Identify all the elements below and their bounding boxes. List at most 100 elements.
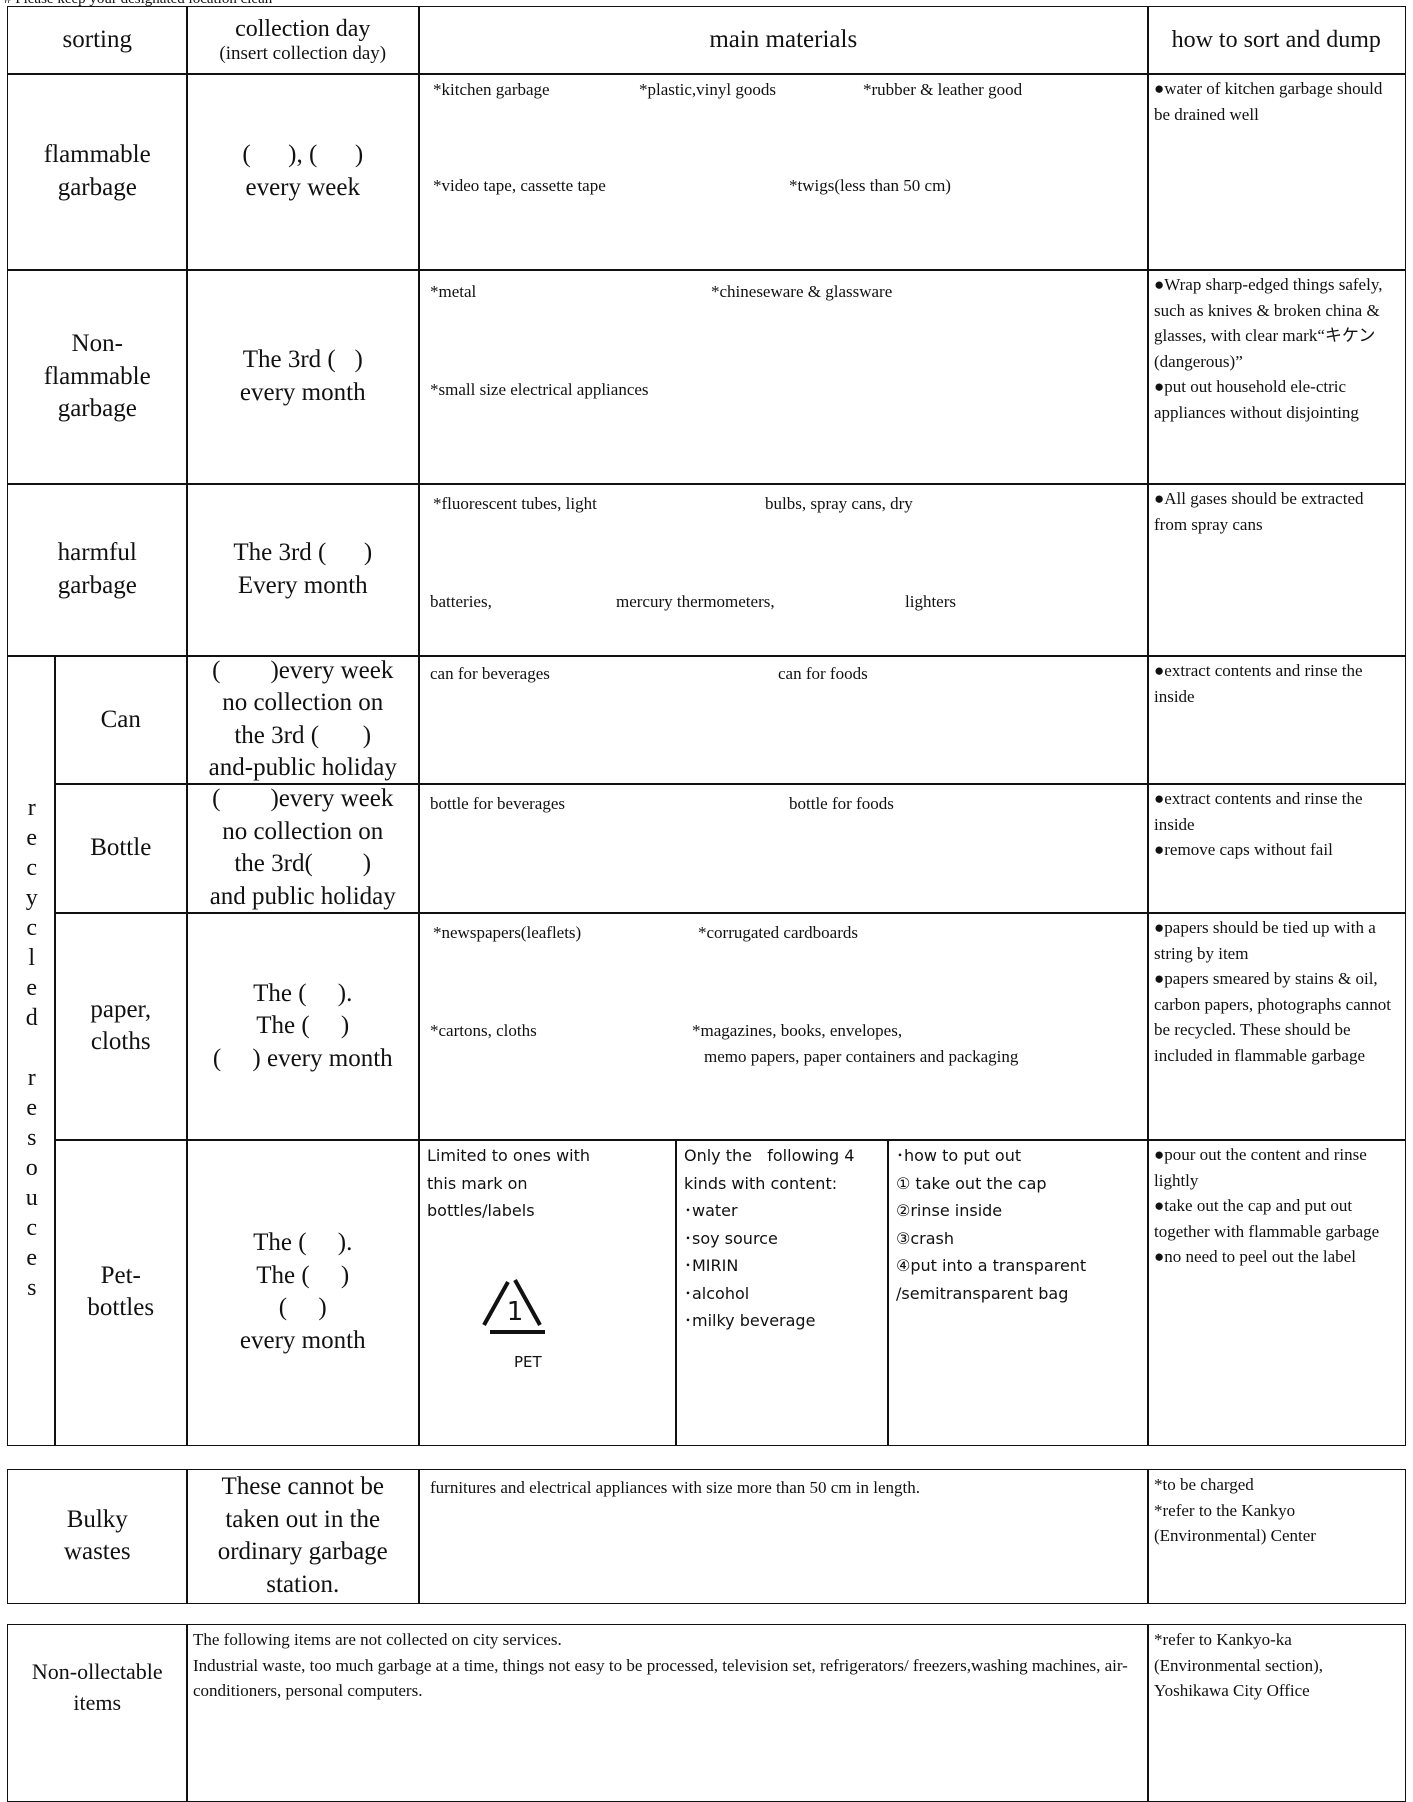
collection-day: ( )every week bbox=[212, 785, 394, 813]
pet-text: ④put into a transparent bbox=[896, 1256, 1087, 1276]
pet-text: ･soy source bbox=[684, 1228, 778, 1248]
materials-cell: *newspapers(leaflets) *corrugated cardboa… bbox=[418, 912, 1149, 1141]
day-cell: The 3rd ( ) every month bbox=[186, 269, 420, 485]
materials-cell: *kitchen garbage *plastic,vinyl goods *rub… bbox=[418, 73, 1149, 271]
header-note: # Please keep your designated location c… bbox=[4, 0, 272, 8]
material-label: *corrugated cardboards bbox=[698, 923, 859, 942]
sorting-label: Bottle bbox=[90, 834, 152, 861]
how-text: ●no need to peel out the label bbox=[1154, 1247, 1356, 1266]
sorting-label: harmful bbox=[57, 539, 137, 567]
collection-day: no collection on bbox=[222, 817, 384, 845]
how-cell: ●water of kitchen garbage should be drai… bbox=[1147, 73, 1406, 271]
how-text: *refer to the Kankyo (Environmental) Cen… bbox=[1154, 1500, 1316, 1546]
collection-day: ordinary garbage bbox=[217, 1538, 388, 1566]
sorting-label: garbage bbox=[57, 571, 137, 599]
material-label: can for foods bbox=[778, 664, 868, 683]
sorting-label: Non- bbox=[71, 330, 123, 357]
header-sorting: sorting bbox=[62, 26, 132, 53]
pet-column: Limited to ones with this mark on bottles/… bbox=[418, 1139, 677, 1446]
materials-cell: bottle for beverages bottle for foods bbox=[418, 783, 1149, 914]
collection-day: no collection on bbox=[222, 689, 384, 717]
how-cell: ●Wrap sharp-edged things safely, such as… bbox=[1147, 269, 1406, 485]
sorting-cell: Bottle bbox=[54, 783, 188, 914]
pet-text: ･water bbox=[684, 1201, 738, 1221]
how-text: *to be charged bbox=[1154, 1475, 1254, 1494]
how-cell: ●extract contents and rinse the inside bbox=[1147, 655, 1406, 785]
non-collectable-text: Industrial waste, too much garbage at a … bbox=[193, 1655, 1128, 1701]
how-text: ●Wrap sharp-edged things safely, such as… bbox=[1154, 275, 1383, 371]
collection-day: ( )every week bbox=[212, 656, 394, 684]
pet-text: ① take out the cap bbox=[896, 1173, 1047, 1193]
material-label: *newspapers(leaflets) bbox=[433, 923, 582, 942]
sorting-label: items bbox=[73, 1689, 122, 1715]
day-cell: The 3rd ( ) Every month bbox=[186, 483, 420, 657]
header-collection-day: collection day bbox=[235, 15, 371, 42]
how-text: ●water of kitchen garbage should be drai… bbox=[1154, 79, 1383, 124]
sorting-label: flammable bbox=[43, 141, 151, 169]
materials-cell: *metal *chineseware & glassware *small siz… bbox=[418, 269, 1149, 485]
header-collection-note: (insert collection day) bbox=[219, 42, 387, 64]
material-label: *video tape, cassette tape bbox=[433, 176, 606, 195]
header-cell: main materials bbox=[418, 6, 1149, 75]
non-collectable-text: The following items are not collected on… bbox=[193, 1630, 562, 1649]
material-label: can for beverages bbox=[430, 664, 550, 683]
materials-cell: The following items are not collected on… bbox=[186, 1624, 1149, 1802]
how-text: ●papers should be tied up with a string … bbox=[1154, 918, 1376, 963]
material-label: *plastic,vinyl goods bbox=[639, 80, 776, 99]
pet-text: ･MIRIN bbox=[684, 1256, 739, 1276]
pet-text: ③crash bbox=[896, 1228, 954, 1248]
how-text: ●All gases should be extracted from spra… bbox=[1154, 489, 1364, 534]
pet-text: ②rinse inside bbox=[896, 1201, 1003, 1221]
material-label: *kitchen garbage bbox=[433, 80, 550, 99]
header-cell: sorting bbox=[7, 6, 188, 75]
material-label: furnitures and electrical appliances wit… bbox=[430, 1478, 920, 1497]
materials-cell: *fluorescent tubes, light bulbs, spray ca… bbox=[418, 483, 1149, 657]
sorting-cell: Non-flammable garbage bbox=[7, 269, 188, 485]
sorting-label: garbage bbox=[57, 395, 137, 422]
material-label: bulbs, spray cans, dry bbox=[765, 494, 913, 513]
collection-day: ( ) every month bbox=[212, 1044, 393, 1072]
header-cell: collection day (insert collection day) bbox=[186, 6, 420, 75]
material-label: *magazines, books, envelopes, bbox=[692, 1021, 903, 1040]
collection-day: Every month bbox=[237, 571, 368, 599]
collection-day: taken out in the bbox=[225, 1505, 381, 1533]
day-cell: The ( ). The ( ) ( ) every month bbox=[186, 1139, 420, 1446]
sorting-label: paper, bbox=[90, 995, 152, 1023]
collection-day: the 3rd ( ) bbox=[234, 721, 372, 749]
day-cell: These cannot be taken out in the ordinary … bbox=[186, 1469, 420, 1604]
sorting-cell: Can bbox=[54, 655, 188, 785]
how-text: ●extract contents and rinse the inside bbox=[1154, 789, 1363, 834]
day-cell: The ( ). The ( ) ( ) every month bbox=[186, 912, 420, 1141]
header-materials: main materials bbox=[709, 26, 858, 53]
sorting-cell: Bulky wastes bbox=[7, 1469, 188, 1604]
how-text: ●take out the cap and put out together w… bbox=[1154, 1196, 1380, 1241]
how-text: ●extract contents and rinse the inside bbox=[1154, 661, 1363, 706]
collection-day: every month bbox=[239, 378, 366, 406]
how-text: *refer to Kankyo-ka (Environmental secti… bbox=[1154, 1630, 1324, 1700]
sorting-label: Pet- bbox=[100, 1261, 141, 1289]
pet-column: Only the following 4 kinds with content: ･… bbox=[675, 1139, 889, 1446]
how-text: ●remove caps without fail bbox=[1154, 840, 1333, 859]
pet-text: ･milky beverage bbox=[684, 1311, 816, 1331]
collection-day: and public holiday bbox=[209, 882, 396, 910]
how-text: ●papers smeared by stains & oil, bbox=[1154, 969, 1378, 988]
group-label: recycled resouces bbox=[18, 795, 45, 1306]
how-cell: *refer to Kankyo-ka (Environmental secti… bbox=[1147, 1624, 1406, 1802]
material-label: bottle for foods bbox=[789, 794, 894, 813]
svg-text:1: 1 bbox=[507, 1297, 524, 1327]
collection-day: station. bbox=[266, 1570, 340, 1598]
collection-day: The ( ) bbox=[256, 1261, 350, 1289]
how-cell: ●All gases should be extracted from spra… bbox=[1147, 483, 1406, 657]
collection-day: every week bbox=[245, 173, 360, 201]
collection-day: The ( ) bbox=[256, 1012, 350, 1039]
pet-column: ･how to put out ① take out the cap ②rinse … bbox=[887, 1139, 1149, 1446]
collection-day: ( ) bbox=[278, 1294, 327, 1322]
day-cell: ( )every week no collection on the 3rd ( )… bbox=[186, 655, 420, 785]
day-cell: ( ), ( ) every week bbox=[186, 73, 420, 271]
sorting-label: wastes bbox=[63, 1538, 131, 1566]
how-text: carbon papers, photographs cannot be rec… bbox=[1154, 994, 1391, 1040]
pet-text: /semitransparent bag bbox=[896, 1283, 1069, 1303]
sorting-cell: Non-ollectable items bbox=[7, 1624, 188, 1802]
materials-cell: furnitures and electrical appliances wit… bbox=[418, 1469, 1149, 1604]
